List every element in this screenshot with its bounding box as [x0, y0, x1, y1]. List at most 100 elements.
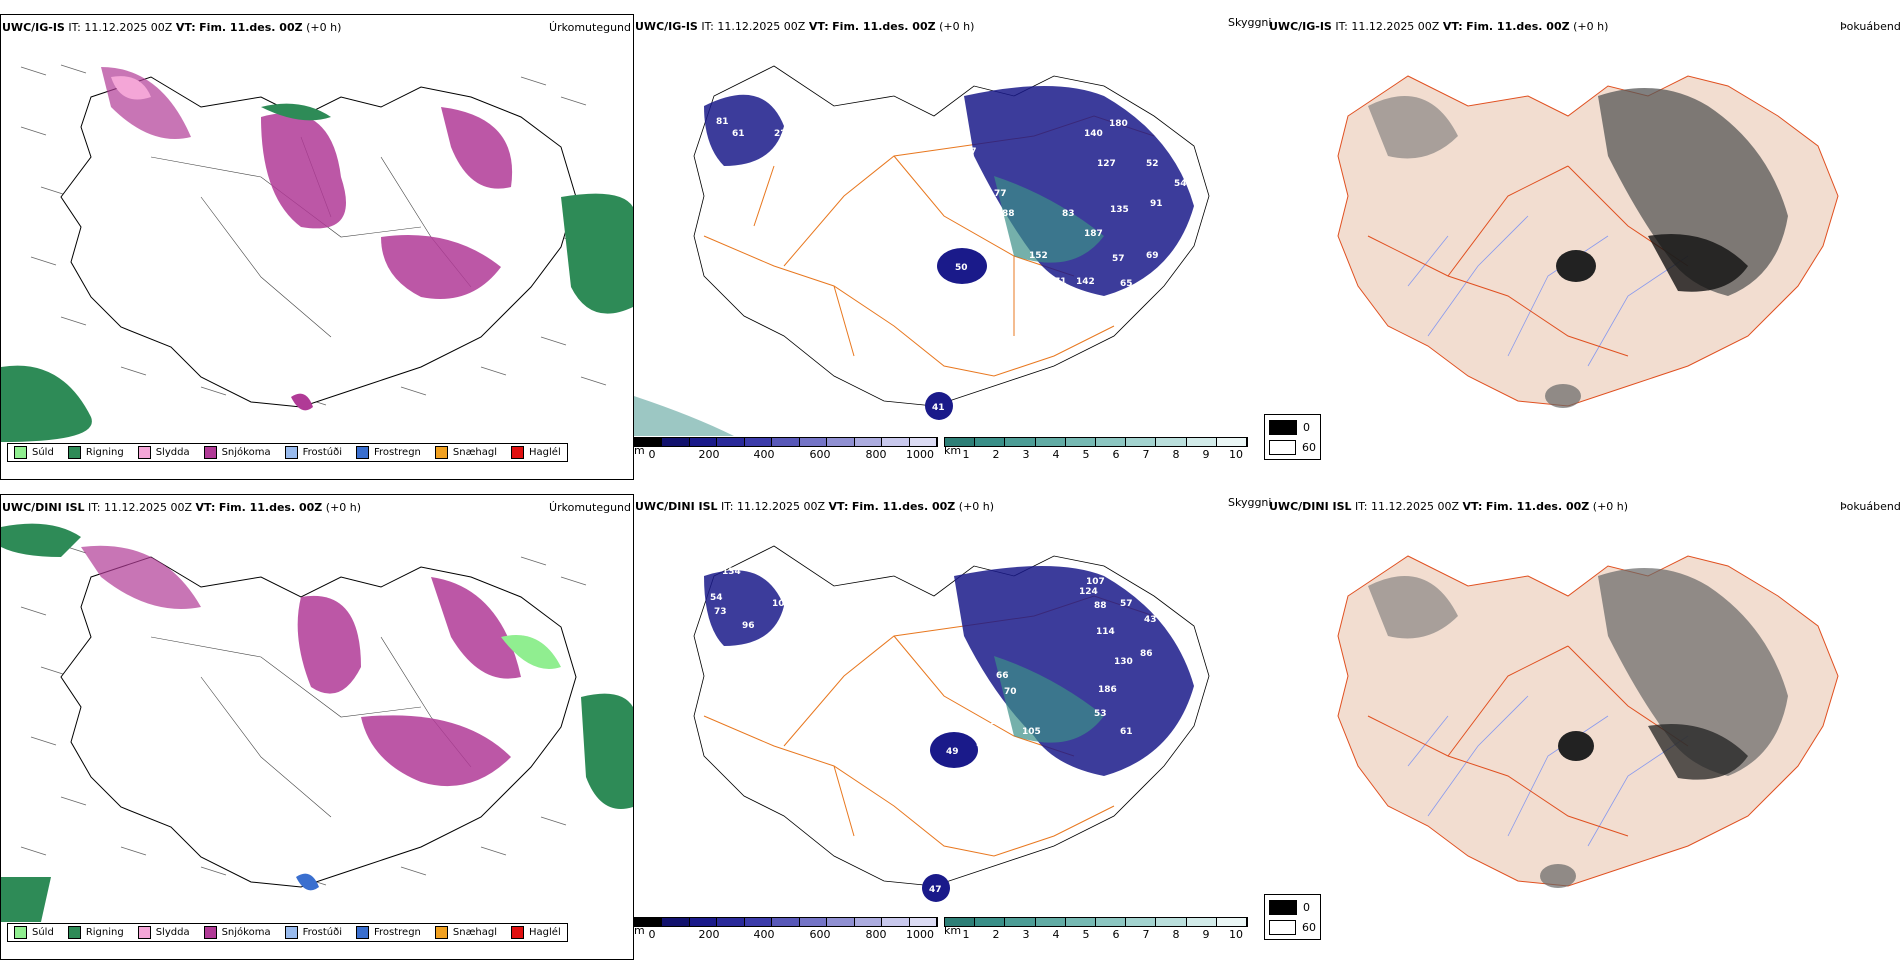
value-label: 88: [1094, 601, 1107, 611]
visibility-map: 49 47 55 63 70 66 138 105 96 75 124 107 …: [693, 545, 1210, 902]
value-label: 57: [964, 147, 977, 157]
legend-item-snjokoma: Snjókoma: [203, 446, 271, 459]
value-label: 127: [1097, 159, 1116, 169]
cloud-base-colorbar: 0 200 400 600 800 1000: [634, 917, 938, 941]
forecast-row-ig: UWC/IG-IS IT: 11.12.2025 00Z VT: Fim. 11…: [0, 0, 1900, 480]
visibility-colorbar: 1 2 3 4 5 6 7 8 9 10: [944, 437, 1248, 461]
panel-type-label: Úrkomutegund: [549, 501, 631, 514]
legend-item-frostregn: Frostregn: [356, 446, 421, 459]
iceland-outline: [60, 76, 577, 408]
value-label: 105: [1022, 727, 1041, 737]
value-label: 55: [976, 739, 989, 749]
legend-item-snaehagl: Snæhagl: [434, 926, 497, 939]
value-label: 57: [1112, 254, 1125, 264]
legend-item-haglel: Haglél: [511, 926, 561, 939]
value-label: 70: [1004, 687, 1017, 697]
value-label: 47: [929, 885, 942, 895]
value-label: 49: [946, 747, 959, 757]
value-label: 86: [1140, 649, 1153, 659]
swatch-snaehagl: [434, 926, 448, 939]
value-label: 67: [954, 177, 967, 187]
value-label: 69: [1146, 251, 1159, 261]
precip-type-legend: Súld Rigning Slydda Snjókoma Frostúði Fr…: [7, 443, 568, 462]
panel-type-label: Þokuábendi: [1840, 20, 1900, 33]
panel-title: UWC/IG-IS IT: 11.12.2025 00Z VT: Fim. 11…: [635, 20, 975, 33]
legend-item-slydda: Slydda: [137, 926, 190, 939]
cloud-scale-unit: m: [634, 444, 645, 457]
value-label: 100: [772, 599, 791, 609]
swatch-snaehagl: [434, 446, 448, 459]
vis-scale-unit: km: [944, 444, 962, 457]
legend-item-rigning: Rigning: [67, 926, 124, 939]
value-label: 42: [944, 633, 957, 643]
value-label: 44: [944, 619, 957, 629]
visibility-colorbar: 1 2 3 4 5 6 7 8 9 10: [944, 917, 1248, 941]
value-label: 140: [1084, 129, 1103, 139]
value-label: 130: [1114, 657, 1133, 667]
value-label: 186: [1098, 685, 1117, 695]
swatch-suld: [14, 446, 27, 459]
swatch-frostregn: [356, 926, 369, 939]
legend-item-frostudi: Frostúði: [284, 446, 342, 459]
value-label: 131: [754, 89, 773, 99]
vis-scale-unit: km: [944, 924, 962, 937]
value-label: 79: [1017, 279, 1030, 289]
value-label: 54: [710, 593, 723, 603]
visibility-map: 50 41 61 131 81 22 54 180 140 127 187 13…: [634, 65, 1210, 436]
swatch-rigning: [67, 926, 81, 939]
legend-item-suld: Súld: [14, 446, 54, 459]
legend-item-snaehagl: Snæhagl: [434, 446, 497, 459]
panel-type-label: Úrkomutegund: [549, 21, 631, 34]
value-label: 135: [1110, 205, 1129, 215]
value-label: 114: [1096, 627, 1115, 637]
swatch-suld: [14, 926, 27, 939]
value-label: 50: [955, 263, 968, 273]
panel-title: UWC/IG-IS IT: 11.12.2025 00Z VT: Fim. 11…: [2, 21, 342, 34]
value-label: 76: [942, 197, 955, 207]
panel-title: UWC/DINI ISL IT: 11.12.2025 00Z VT: Fim.…: [2, 501, 362, 514]
swatch-haglel: [511, 446, 525, 459]
value-label: 63: [974, 687, 987, 697]
cloud-scale-unit: m: [634, 924, 645, 937]
precip-type-legend: Súld Rigning Slydda Snjókoma Frostúði Fr…: [7, 923, 568, 942]
panel-title: UWC/DINI ISL IT: 11.12.2025 00Z VT: Fim.…: [635, 500, 995, 513]
value-label: 91: [1150, 199, 1163, 209]
swatch-snjokoma: [203, 446, 217, 459]
fog-panel: UWC/DINI ISL IT: 11.12.2025 00Z VT: Fim.…: [1264, 494, 1900, 964]
swatch-snjokoma: [203, 926, 217, 939]
value-label: 142: [1076, 277, 1095, 287]
value-label: 43: [1144, 615, 1157, 625]
value-label: 52: [1146, 159, 1159, 169]
value-label: 65: [1120, 279, 1133, 289]
value-label: 138: [990, 717, 1009, 727]
swatch-slydda: [137, 446, 151, 459]
fog-panel: UWC/IG-IS IT: 11.12.2025 00Z VT: Fim. 11…: [1264, 14, 1900, 484]
swatch-frostudi: [284, 926, 298, 939]
value-label: 96: [742, 621, 755, 631]
value-label: 66: [996, 671, 1009, 681]
panel-type-label: Skyggni: [1228, 496, 1272, 509]
fog-legend: 0 60: [1264, 894, 1321, 940]
value-label: 83: [1062, 209, 1075, 219]
forecast-row-dini: UWC/DINI ISL IT: 11.12.2025 00Z VT: Fim.…: [0, 480, 1900, 960]
value-label: 54: [1174, 179, 1187, 189]
panel-title: UWC/DINI ISL IT: 11.12.2025 00Z VT: Fim.…: [1269, 500, 1629, 513]
fog-map: [1337, 75, 1839, 408]
value-label: 77: [994, 189, 1007, 199]
legend-item-slydda: Slydda: [137, 446, 190, 459]
legend-item-rigning: Rigning: [67, 446, 124, 459]
value-label: 96: [1034, 752, 1047, 762]
visibility-panel: UWC/IG-IS IT: 11.12.2025 00Z VT: Fim. 11…: [634, 14, 1271, 484]
swatch-frostudi: [284, 446, 298, 459]
visibility-panel: UWC/DINI ISL IT: 11.12.2025 00Z VT: Fim.…: [634, 494, 1272, 964]
precip-type-map: [1, 37, 633, 442]
precip-type-panel: UWC/IG-IS IT: 11.12.2025 00Z VT: Fim. 11…: [0, 14, 634, 480]
value-label: 41: [932, 403, 945, 413]
value-label: 53: [1094, 709, 1107, 719]
value-label: 134: [722, 567, 741, 577]
legend-item-frostregn: Frostregn: [356, 926, 421, 939]
value-label: 88: [1002, 209, 1015, 219]
value-label: 124: [1079, 587, 1098, 597]
legend-item-haglel: Haglél: [511, 446, 561, 459]
value-label: 41: [1174, 629, 1187, 639]
